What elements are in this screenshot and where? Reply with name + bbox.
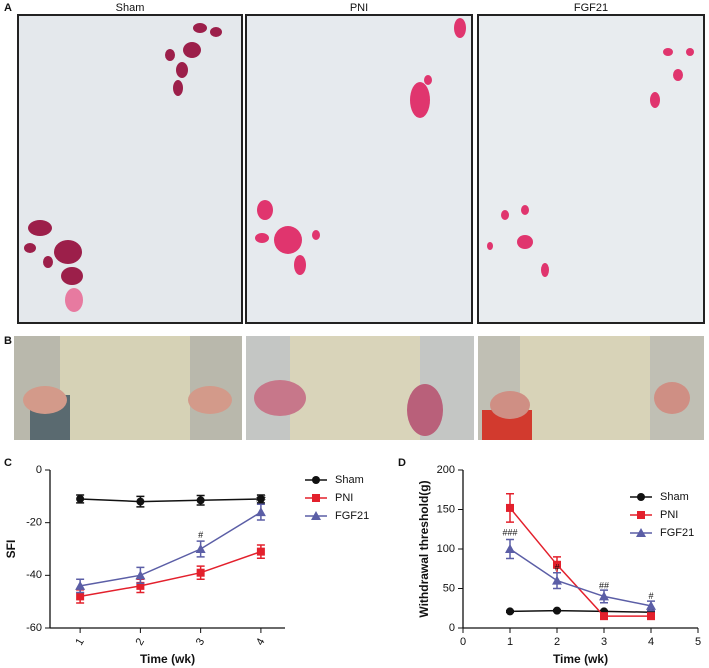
x-axis-title: Time (wk) — [553, 652, 608, 666]
marker — [256, 494, 265, 503]
panel-label: A — [4, 2, 12, 14]
legend-label: FGF21 — [660, 527, 694, 539]
legend-label: Sham — [335, 474, 364, 486]
x-tick-label: 4 — [648, 636, 654, 648]
annotation: # — [648, 591, 653, 601]
series-line — [79, 511, 262, 587]
marker — [196, 496, 205, 505]
marker — [600, 612, 608, 621]
footprint-photo — [245, 14, 473, 324]
photo-title: Sham — [116, 2, 145, 14]
panel-label: C — [4, 457, 12, 469]
x-axis-title: Time (wk) — [140, 652, 195, 666]
series-line — [80, 498, 261, 503]
marker — [256, 547, 265, 556]
marker — [76, 592, 85, 601]
y-tick-label: 150 — [437, 503, 455, 515]
x-tick-label: 1 — [507, 636, 513, 648]
paw-photo — [478, 336, 704, 440]
x-tick-label: 3 — [601, 636, 607, 648]
marker — [506, 503, 514, 512]
legend-label: PNI — [335, 492, 353, 504]
marker — [255, 507, 266, 517]
x-tick-label: 5 — [695, 636, 701, 648]
legend-marker — [637, 493, 645, 501]
legend-marker — [312, 494, 320, 502]
legend-marker — [311, 511, 321, 520]
marker — [599, 591, 609, 601]
marker — [76, 494, 85, 503]
panel-label: D — [398, 457, 406, 469]
marker — [552, 575, 562, 585]
marker — [196, 568, 205, 577]
y-tick-label: -20 — [26, 517, 42, 529]
marker — [506, 607, 514, 616]
photo-title: FGF21 — [574, 2, 608, 14]
series-line — [509, 507, 651, 617]
y-tick-label: -60 — [26, 622, 42, 634]
marker — [553, 606, 561, 615]
y-tick-label: 50 — [443, 582, 455, 594]
y-tick-label: -40 — [26, 569, 42, 581]
panel-label: B — [4, 335, 12, 347]
marker — [646, 600, 656, 610]
annotation: # — [554, 562, 559, 572]
marker — [135, 570, 146, 580]
legend-label: FGF21 — [335, 510, 369, 522]
annotation: ### — [502, 528, 517, 538]
y-axis-title: Withdrawal threshold(g) — [417, 480, 431, 617]
annotation: ## — [256, 493, 266, 503]
footprint-photo — [17, 14, 243, 324]
paw-photo — [14, 336, 242, 440]
y-tick-label: 200 — [437, 464, 455, 476]
x-tick-label: 1 — [73, 636, 86, 647]
x-tick-label: 2 — [554, 636, 560, 648]
x-tick-label: 3 — [194, 636, 207, 647]
marker — [647, 612, 655, 621]
series-line — [509, 609, 652, 613]
photo-title: PNI — [350, 2, 368, 14]
legend-marker — [312, 476, 320, 484]
legend-label: PNI — [660, 509, 678, 521]
y-tick-label: 0 — [449, 622, 455, 634]
marker — [195, 544, 206, 553]
x-tick-label: 4 — [254, 636, 267, 647]
marker — [553, 560, 561, 569]
y-tick-label: 100 — [437, 543, 455, 555]
x-tick-label: 2 — [134, 636, 147, 647]
marker — [136, 581, 145, 590]
series-line — [79, 550, 262, 598]
marker — [136, 497, 145, 506]
annotation: # — [198, 530, 203, 540]
y-tick-label: 0 — [36, 464, 42, 476]
marker — [75, 580, 86, 590]
legend-marker — [636, 528, 646, 537]
legend-marker — [637, 511, 645, 519]
x-tick-label: 0 — [460, 636, 466, 648]
series-line — [509, 548, 652, 607]
legend-label: Sham — [660, 491, 689, 503]
footprint-photo — [477, 14, 705, 324]
paw-photo — [246, 336, 474, 440]
y-axis-title: SFI — [4, 540, 18, 559]
marker — [505, 544, 515, 553]
annotation: ## — [599, 581, 609, 591]
